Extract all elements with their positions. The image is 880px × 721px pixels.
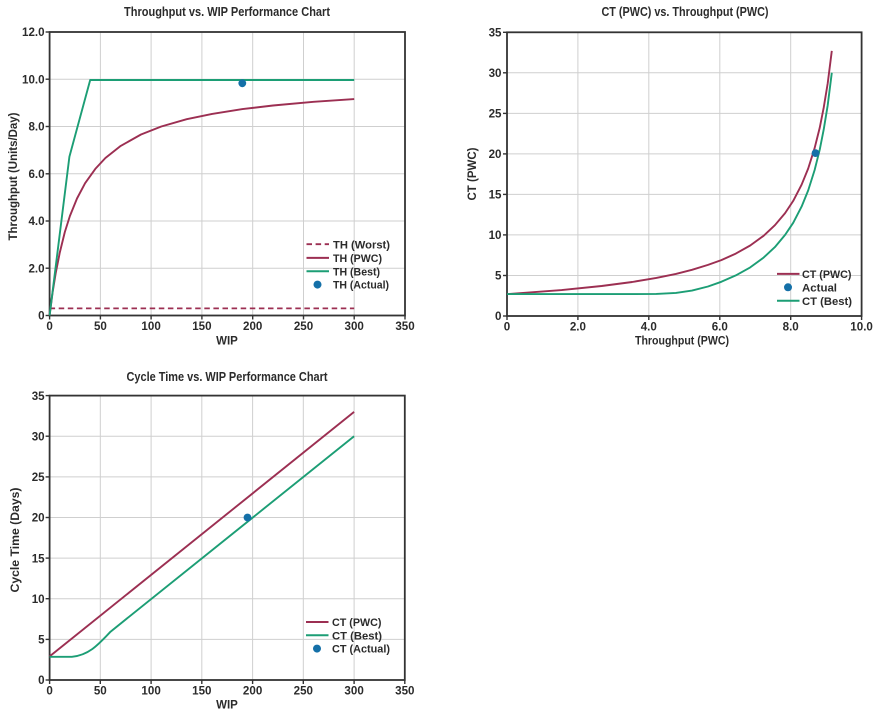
svg-text:35: 35	[32, 390, 45, 403]
svg-text:300: 300	[344, 684, 363, 697]
svg-text:150: 150	[192, 320, 211, 333]
svg-text:Cycle Time vs. WIP Performance: Cycle Time vs. WIP Performance Chart	[127, 369, 329, 384]
svg-text:20: 20	[32, 512, 45, 525]
svg-text:TH (Best): TH (Best)	[333, 266, 380, 278]
svg-text:20: 20	[489, 148, 502, 161]
svg-text:0: 0	[38, 310, 44, 323]
svg-text:8.0: 8.0	[783, 320, 799, 333]
svg-text:Throughput (Units/Day): Throughput (Units/Day)	[8, 112, 20, 240]
svg-text:350: 350	[395, 684, 414, 697]
svg-text:CT (PWC): CT (PWC)	[802, 269, 852, 281]
svg-text:WIP: WIP	[216, 336, 238, 348]
svg-text:CT (Best): CT (Best)	[802, 296, 852, 308]
svg-text:TH (PWC): TH (PWC)	[333, 253, 382, 265]
svg-text:2.0: 2.0	[28, 262, 44, 275]
svg-text:TH (Actual): TH (Actual)	[333, 280, 389, 292]
svg-text:0: 0	[495, 310, 501, 323]
svg-text:10: 10	[32, 593, 45, 606]
svg-text:10.0: 10.0	[850, 320, 873, 333]
svg-text:25: 25	[489, 108, 502, 121]
svg-text:Cycle Time (Days): Cycle Time (Days)	[10, 487, 22, 592]
svg-text:200: 200	[243, 320, 262, 333]
svg-text:25: 25	[32, 471, 45, 484]
svg-text:TH (Worst): TH (Worst)	[333, 239, 390, 251]
svg-text:100: 100	[141, 684, 160, 697]
svg-text:250: 250	[294, 684, 313, 697]
svg-text:30: 30	[32, 430, 45, 443]
svg-text:8.0: 8.0	[28, 121, 44, 134]
svg-text:4.0: 4.0	[28, 215, 44, 228]
svg-text:CT (PWC): CT (PWC)	[467, 147, 479, 200]
svg-text:6.0: 6.0	[712, 320, 728, 333]
svg-text:2.0: 2.0	[570, 320, 586, 333]
svg-text:10.0: 10.0	[22, 74, 45, 87]
svg-text:200: 200	[243, 684, 262, 697]
svg-text:300: 300	[345, 320, 364, 333]
svg-text:4.0: 4.0	[641, 320, 657, 333]
svg-text:30: 30	[489, 67, 502, 80]
svg-text:100: 100	[141, 320, 160, 333]
svg-text:CT (Actual): CT (Actual)	[332, 644, 390, 656]
svg-text:Throughput vs. WIP Performance: Throughput vs. WIP Performance Chart	[124, 4, 331, 19]
svg-text:CT (Best): CT (Best)	[332, 630, 382, 642]
svg-text:5: 5	[38, 634, 45, 647]
svg-text:10: 10	[489, 229, 502, 242]
svg-text:CT (PWC): CT (PWC)	[332, 617, 382, 629]
svg-text:5: 5	[495, 270, 502, 283]
svg-text:6.0: 6.0	[28, 168, 44, 181]
svg-text:15: 15	[489, 189, 502, 202]
svg-text:CT (PWC) vs. Throughput (PWC): CT (PWC) vs. Throughput (PWC)	[602, 4, 769, 19]
svg-text:50: 50	[94, 320, 107, 333]
svg-text:35: 35	[489, 27, 502, 40]
svg-text:0: 0	[504, 320, 510, 333]
svg-text:0: 0	[38, 674, 44, 687]
svg-text:0: 0	[46, 320, 52, 333]
svg-text:50: 50	[94, 684, 107, 697]
svg-text:150: 150	[192, 684, 211, 697]
svg-text:15: 15	[32, 552, 45, 565]
svg-text:0: 0	[46, 684, 52, 697]
svg-text:Actual: Actual	[802, 282, 837, 294]
svg-text:250: 250	[294, 320, 313, 333]
svg-text:350: 350	[395, 320, 414, 333]
svg-text:WIP: WIP	[216, 700, 238, 712]
svg-text:12.0: 12.0	[22, 26, 45, 39]
svg-text:Throughput (PWC): Throughput (PWC)	[635, 336, 729, 348]
